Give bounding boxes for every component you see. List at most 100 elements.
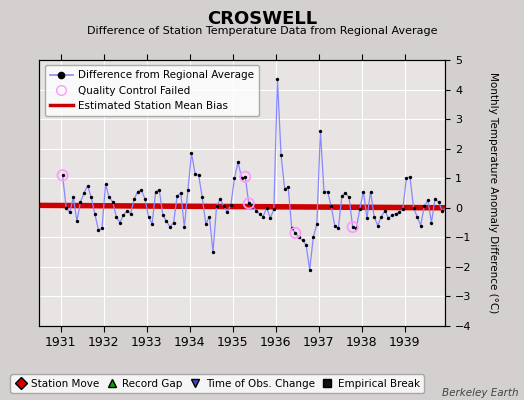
Point: [402, 175, 411, 182]
Point: [374, 222, 382, 229]
Point: [298, 237, 307, 244]
Point: [417, 222, 425, 229]
Point: [91, 210, 99, 217]
Point: [313, 221, 321, 227]
Point: [77, 199, 85, 205]
Point: [83, 182, 92, 189]
Legend: Station Move, Record Gap, Time of Obs. Change, Empirical Break: Station Move, Record Gap, Time of Obs. C…: [10, 374, 424, 393]
Point: [80, 190, 88, 196]
Point: [223, 209, 232, 216]
Point: [442, 204, 450, 211]
Point: [177, 190, 185, 196]
Point: [148, 221, 156, 227]
Point: [352, 225, 361, 232]
Point: [348, 224, 357, 230]
Point: [406, 174, 414, 180]
Point: [187, 150, 195, 156]
Point: [205, 214, 214, 220]
Point: [94, 227, 103, 233]
Point: [87, 194, 95, 201]
Point: [359, 188, 367, 195]
Point: [216, 196, 224, 202]
Point: [141, 196, 149, 202]
Point: [69, 194, 78, 201]
Point: [370, 214, 378, 220]
Point: [191, 170, 199, 177]
Point: [284, 184, 292, 190]
Point: [62, 204, 70, 211]
Point: [291, 230, 300, 236]
Text: CROSWELL: CROSWELL: [207, 10, 317, 28]
Point: [334, 225, 343, 232]
Point: [263, 204, 271, 211]
Point: [105, 194, 113, 201]
Point: [248, 202, 257, 208]
Point: [73, 218, 81, 224]
Point: [438, 208, 446, 214]
Point: [320, 188, 328, 195]
Point: [130, 196, 138, 202]
Point: [337, 193, 346, 199]
Point: [151, 188, 160, 195]
Point: [58, 172, 67, 178]
Point: [119, 212, 128, 218]
Point: [266, 215, 275, 221]
Point: [116, 219, 124, 226]
Point: [291, 230, 300, 236]
Point: [173, 193, 181, 199]
Point: [126, 210, 135, 217]
Point: [323, 188, 332, 195]
Point: [198, 194, 206, 201]
Point: [424, 197, 432, 204]
Point: [395, 209, 403, 216]
Point: [159, 212, 167, 218]
Point: [294, 234, 303, 240]
Point: [112, 214, 121, 220]
Point: [259, 214, 267, 220]
Legend: Difference from Regional Average, Quality Control Failed, Estimated Station Mean: Difference from Regional Average, Qualit…: [45, 65, 259, 116]
Point: [166, 224, 174, 230]
Point: [377, 214, 386, 220]
Point: [209, 249, 217, 255]
Point: [348, 224, 357, 230]
Point: [245, 200, 253, 206]
Point: [277, 151, 285, 158]
Point: [123, 208, 131, 214]
Point: [184, 187, 192, 193]
Point: [366, 188, 375, 195]
Point: [409, 204, 418, 211]
Point: [212, 203, 221, 210]
Point: [388, 212, 396, 218]
Point: [252, 208, 260, 214]
Point: [66, 209, 74, 216]
Point: [309, 234, 318, 240]
Point: [234, 159, 242, 165]
Point: [58, 172, 67, 178]
Point: [144, 214, 152, 220]
Point: [420, 203, 429, 210]
Point: [381, 208, 389, 214]
Point: [288, 225, 296, 232]
Point: [305, 267, 314, 273]
Point: [202, 221, 210, 227]
Point: [241, 174, 249, 180]
Point: [155, 187, 163, 193]
Point: [345, 194, 353, 201]
Point: [101, 181, 110, 187]
Text: Berkeley Earth: Berkeley Earth: [442, 388, 519, 398]
Point: [255, 210, 264, 217]
Point: [270, 206, 278, 212]
Point: [434, 199, 443, 205]
Point: [169, 219, 178, 226]
Point: [356, 206, 364, 212]
Point: [302, 242, 310, 248]
Point: [137, 187, 146, 193]
Point: [280, 185, 289, 192]
Point: [230, 175, 238, 182]
Y-axis label: Monthly Temperature Anomaly Difference (°C): Monthly Temperature Anomaly Difference (…: [488, 72, 498, 314]
Point: [341, 190, 350, 196]
Point: [273, 76, 281, 82]
Point: [180, 224, 189, 230]
Point: [194, 172, 203, 178]
Point: [98, 225, 106, 232]
